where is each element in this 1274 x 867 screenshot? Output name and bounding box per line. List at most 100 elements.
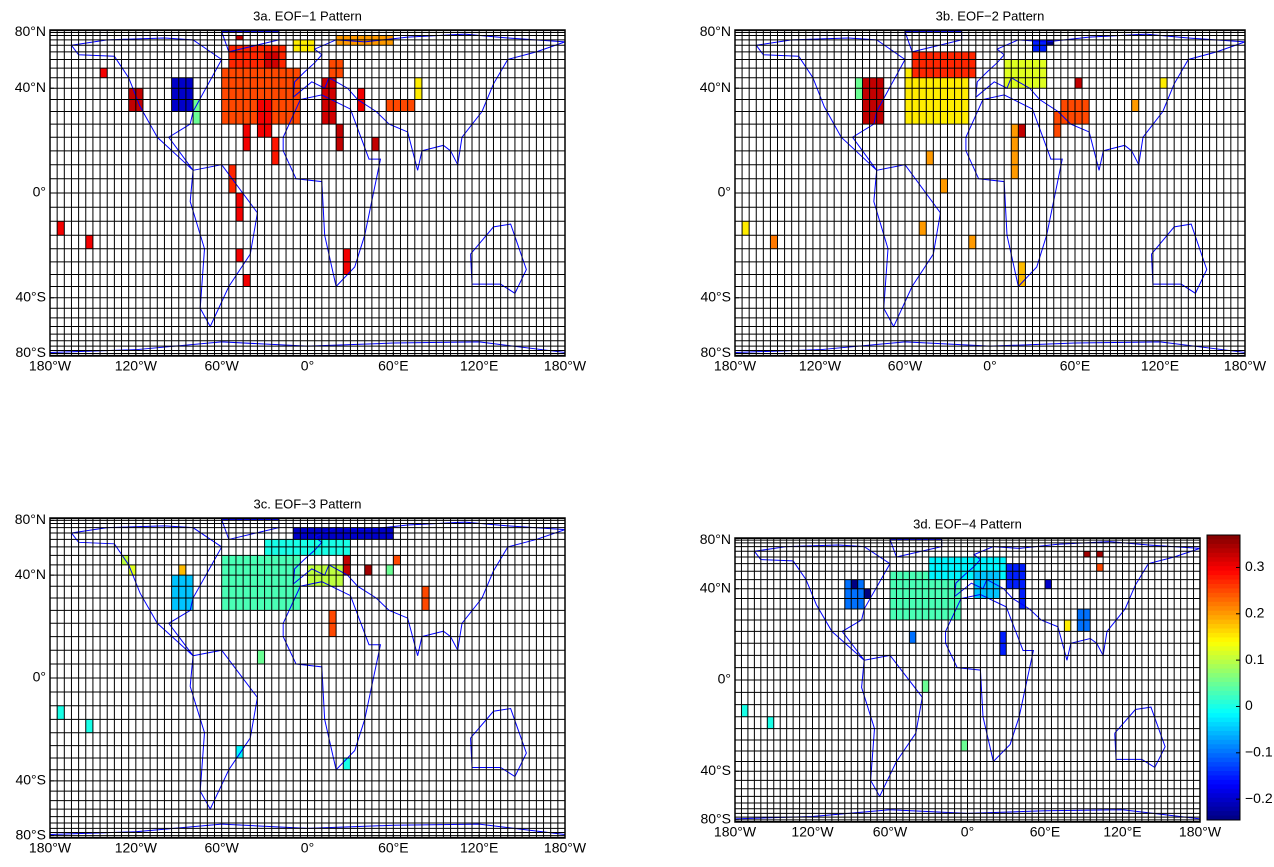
y-tick-label: 80°N: [700, 23, 731, 39]
colorbar-swatch: [1207, 543, 1240, 549]
colorbar-swatch: [1207, 539, 1240, 545]
x-tick-label: 120°W: [791, 824, 834, 840]
x-tick-label: 180°W: [1179, 824, 1222, 840]
colorbar-swatch: [1207, 659, 1240, 665]
panel-title: 3a. EOF−1 Pattern: [253, 8, 362, 23]
x-tick-label: 60°W: [204, 840, 239, 856]
grid-cell: [742, 221, 750, 236]
x-tick-label: 180°W: [29, 358, 72, 374]
grid-cell: [1045, 579, 1052, 589]
colorbar-swatch: [1207, 601, 1240, 607]
y-tick-label: 40°N: [700, 79, 731, 95]
grid-cell: [235, 745, 244, 758]
colorbar-swatch: [1207, 646, 1240, 652]
colorbar-swatch: [1207, 592, 1240, 598]
coastline: [189, 164, 258, 328]
colorbar-swatch: [1207, 797, 1240, 803]
colorbar-swatch: [1207, 588, 1240, 594]
colorbar-swatch: [1207, 610, 1240, 616]
colorbar-frame: [1206, 534, 1241, 821]
grid-cell: [1160, 77, 1168, 89]
y-tick-label: 80°N: [15, 23, 46, 39]
grid-cell: [364, 564, 372, 576]
y-tick-label: 80°N: [15, 511, 46, 527]
map-panel: 3d. EOF−4 Pattern 180°W 120°W 60°W 0° 60°E 120…: [700, 516, 1222, 839]
y-tick-label: 80°S: [700, 344, 731, 360]
grid-cell: [961, 740, 968, 751]
colorbar-swatch: [1207, 704, 1240, 710]
grid-cell: [1006, 563, 1026, 589]
grid-cell: [57, 221, 65, 236]
x-tick-label: 120°W: [799, 358, 842, 374]
grid-cell: [862, 77, 884, 125]
colorbar-swatch: [1207, 619, 1240, 625]
grid-cell: [1083, 551, 1091, 558]
grid-cell: [1096, 551, 1104, 558]
grid-cell: [912, 51, 976, 78]
grid-cell: [844, 579, 865, 609]
y-tick-label: 80°S: [15, 344, 46, 360]
x-tick-label: 180°W: [714, 358, 757, 374]
colorbar-swatch: [1207, 579, 1240, 585]
x-tick-label: 60°E: [378, 358, 409, 374]
coastline: [861, 654, 923, 798]
colorbar-swatch: [1207, 557, 1240, 563]
colorbar-swatch: [1207, 686, 1240, 692]
y-tick-label: 40°S: [700, 762, 731, 778]
colorbar-swatch: [1207, 815, 1240, 821]
colorbar-swatch: [1207, 811, 1240, 817]
panel-title: 3d. EOF−4 Pattern: [913, 516, 1022, 531]
colorbar-swatch: [1207, 726, 1240, 732]
colorbar-swatch: [1207, 690, 1240, 696]
colorbar-swatch: [1207, 730, 1240, 736]
colorbar-swatch: [1207, 668, 1240, 674]
grid-cell: [243, 274, 251, 287]
grid-cell: [940, 178, 948, 193]
grid-cell: [864, 588, 871, 599]
grid-cell: [386, 564, 394, 576]
colorbar-tick-label: 0.1: [1245, 651, 1265, 667]
colorbar-swatch: [1207, 775, 1240, 781]
colorbar-swatch: [1207, 641, 1240, 647]
colorbar-swatch: [1207, 655, 1240, 661]
grid-cell: [767, 716, 774, 729]
grid-cell: [171, 77, 194, 112]
colorbar-swatch: [1207, 673, 1240, 678]
y-tick-label: 40°N: [15, 566, 46, 582]
coastline: [470, 707, 527, 778]
x-tick-label: 180°W: [29, 840, 72, 856]
colorbar-swatch: [1207, 753, 1240, 759]
x-tick-label: 120°E: [1103, 824, 1141, 840]
colorbar-swatch: [1207, 806, 1240, 812]
colorbar-swatch: [1207, 699, 1240, 705]
x-tick-label: 0°: [301, 358, 314, 374]
colorbar-swatch: [1207, 637, 1240, 643]
grid-cell: [1075, 77, 1083, 89]
colorbar-swatch: [1207, 793, 1240, 799]
grid-cell: [100, 68, 108, 78]
x-tick-label: 60°W: [204, 358, 239, 374]
y-tick-label: 80°N: [700, 531, 731, 547]
grid-cell: [393, 555, 401, 565]
x-tick-label: 180°W: [544, 840, 587, 856]
x-tick-label: 60°E: [1060, 358, 1091, 374]
x-tick-label: 60°W: [888, 358, 923, 374]
colorbar-swatch: [1207, 597, 1240, 603]
colorbar-tick-label: 0.2: [1245, 604, 1265, 620]
grid-cell: [1011, 124, 1019, 179]
map-panel: 3b. EOF−2 Pattern 180°W 120°W 60°W 0° 60°E 120…: [700, 8, 1267, 373]
grid-cell: [922, 680, 929, 693]
colorbar-swatch: [1207, 748, 1240, 754]
grid-cell: [221, 555, 301, 611]
colorbar-swatch: [1207, 708, 1240, 714]
colorbar-swatch: [1207, 802, 1240, 808]
colorbar-swatch: [1207, 570, 1240, 576]
colorbar-swatch: [1207, 561, 1240, 567]
panel-title: 3b. EOF−2 Pattern: [936, 8, 1045, 23]
colorbar-swatch: [1207, 757, 1240, 763]
colorbar-swatch: [1207, 722, 1240, 727]
grid-cell: [235, 35, 244, 40]
grid-cell: [919, 221, 927, 236]
colorbar-swatch: [1207, 583, 1240, 589]
colorbar-swatch: [1207, 566, 1240, 572]
